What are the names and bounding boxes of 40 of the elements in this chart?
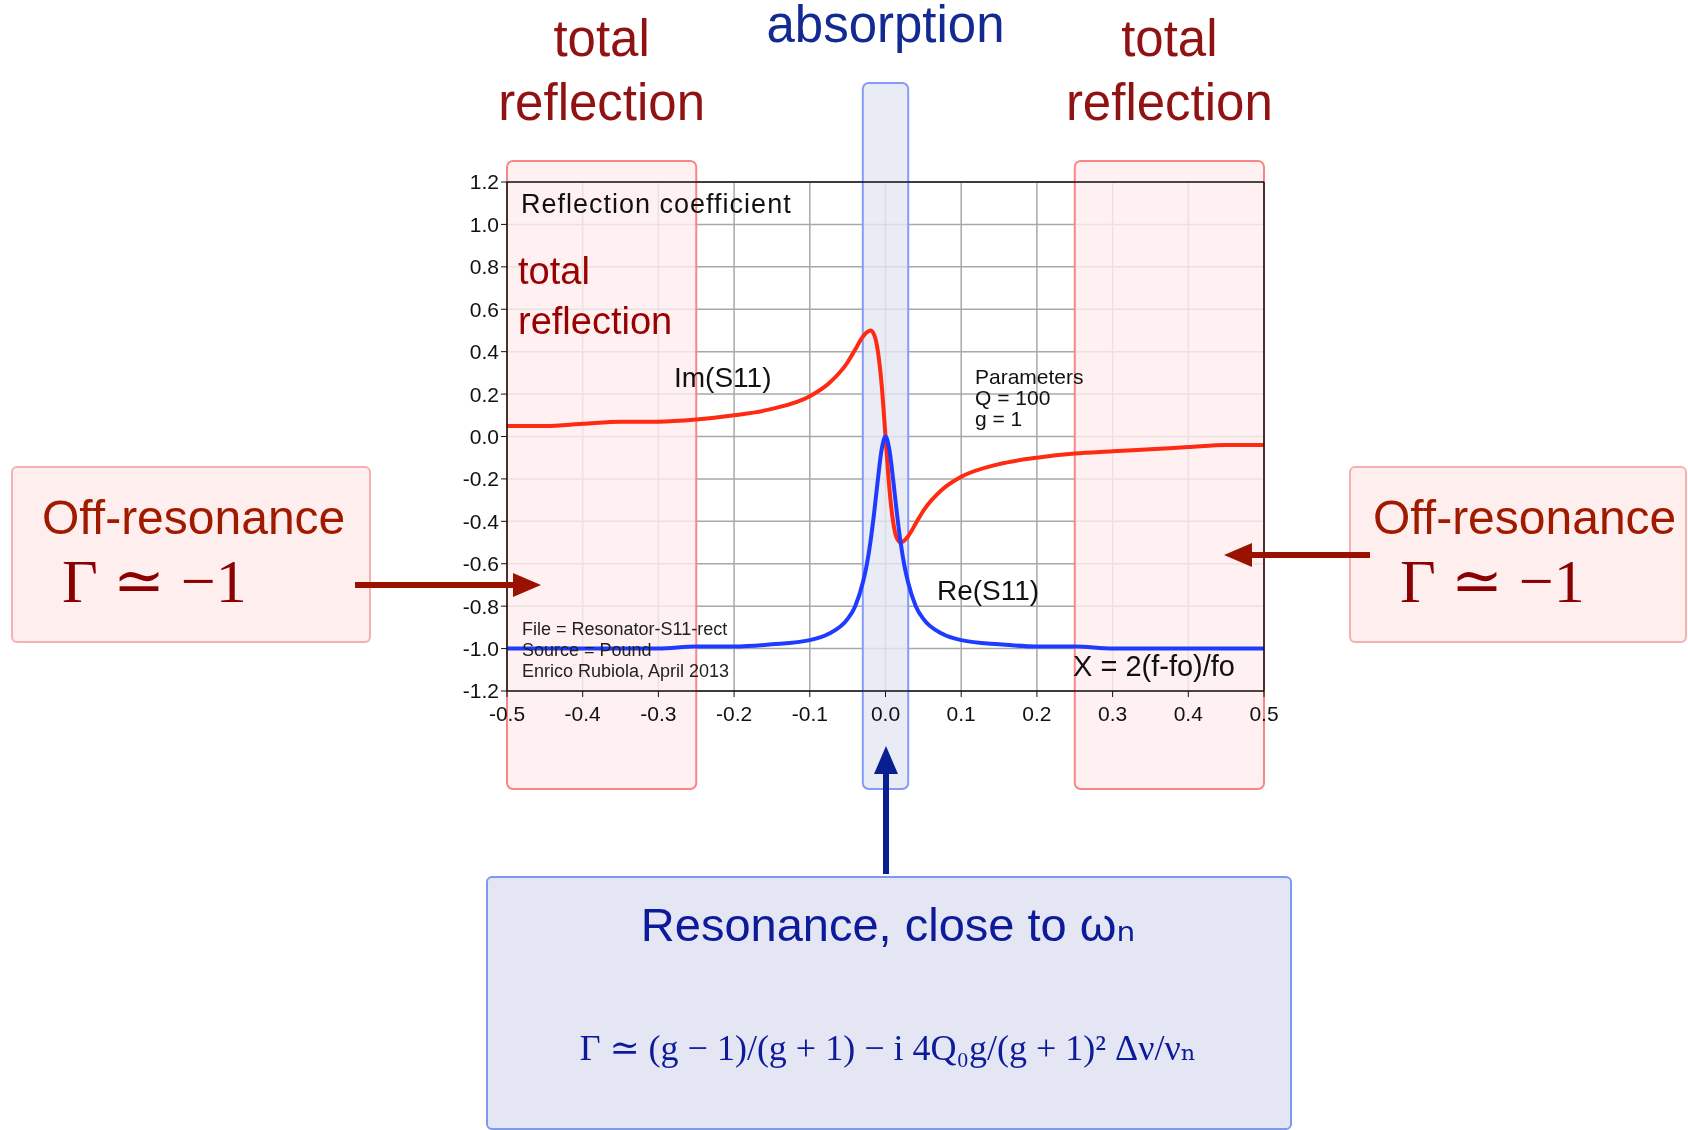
y-tick-label: -0.6 (462, 552, 499, 576)
annotation: File = Resonator-S11-rect Source = Pound Enrico Rubiola, April 2013 (522, 619, 730, 682)
x-tick-label: 0.2 (1022, 701, 1052, 725)
y-tick-label: 1.0 (469, 212, 499, 236)
x-tick-label: -0.5 (488, 701, 526, 725)
text: Off-resonance (1373, 490, 1677, 546)
y-tick-label: 1.2 (469, 170, 499, 194)
series-label: Re(S11) (937, 575, 1040, 607)
y-tick-label: -0.8 (462, 594, 499, 618)
x-tick-label: -0.1 (791, 701, 828, 725)
annotation: Parameters Q = 100 g = 1 (975, 365, 1084, 430)
y-tick-label: 0.2 (469, 382, 499, 406)
y-tick-label: 0.0 (469, 424, 499, 448)
x-tick-label: 0.4 (1173, 701, 1204, 725)
text: Off-resonance (42, 490, 346, 546)
x-tick-label: -0.2 (716, 701, 753, 725)
y-tick-label: -1.2 (462, 679, 499, 703)
x-tick-label: -0.3 (640, 701, 677, 725)
x-tick-label: 0.1 (946, 701, 976, 725)
annotation: total reflection (518, 249, 674, 344)
y-tick-label: -0.2 (462, 467, 499, 491)
x-tick-label: -0.4 (564, 701, 602, 725)
text: Γ ≃ −1 (1400, 546, 1585, 616)
x-tick-label: 0.3 (1098, 701, 1128, 725)
y-tick-label: 0.4 (469, 340, 500, 364)
series-label: Im(S11) (674, 362, 772, 394)
x-axis-title: X = 2(f-fo)/fo (1073, 650, 1235, 683)
text: Γ ≃ −1 (62, 546, 247, 616)
y-tick-label: -1.0 (462, 637, 499, 661)
text: Γ ≃ (g − 1)/(g + 1) − i 4Q₀g/(g + 1)² Δν/νₙ (578, 1027, 1198, 1070)
y-tick-label: -0.4 (462, 509, 500, 533)
text: Resonance, close to ωₙ (639, 898, 1137, 952)
x-tick-label: 0.0 (870, 701, 901, 725)
band-label: absorption (766, 0, 1005, 53)
band-label: total reflection (498, 10, 706, 131)
x-tick-label: 0.5 (1249, 701, 1279, 725)
band-label: total reflection (1065, 10, 1273, 131)
y-tick-label: 0.8 (469, 255, 499, 279)
y-tick-label: 0.6 (469, 297, 499, 321)
chart-title: Reflection coefficient (521, 189, 792, 220)
